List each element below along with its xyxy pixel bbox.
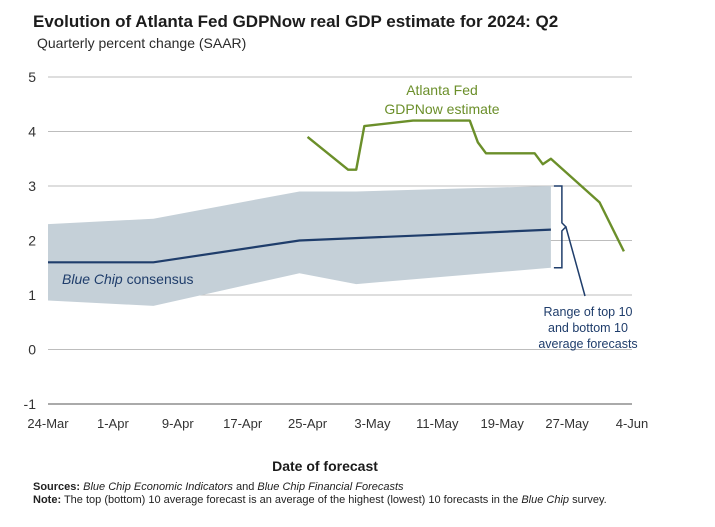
sources-and: and — [232, 481, 258, 493]
bracket-shape — [553, 185, 567, 269]
x-tick-label: 25-Apr — [288, 416, 328, 431]
range-bracket — [553, 185, 586, 297]
x-tick-label: 19-May — [481, 416, 525, 431]
sources-part2: Blue Chip Financial Forecasts — [257, 481, 404, 493]
range-label-line: and bottom 10 — [548, 321, 628, 335]
x-tick-label: 27-May — [545, 416, 589, 431]
consensus-line — [48, 228, 551, 264]
x-tick-label: 24-Mar — [27, 416, 69, 431]
footnotes: Sources: Blue Chip Economic Indicators a… — [33, 481, 673, 507]
sources-part1: Blue Chip Economic Indicators — [83, 481, 233, 493]
gdpnow-line — [306, 119, 625, 252]
sources-line: Sources: Blue Chip Economic Indicators a… — [33, 481, 673, 494]
bracket-pointer — [565, 226, 586, 297]
gdpnow-label-line: GDPNow estimate — [384, 101, 499, 117]
x-tick-label: 4-Jun — [616, 416, 649, 431]
note-text-2: survey. — [569, 494, 607, 506]
y-tick-label: 0 — [28, 342, 36, 358]
note-text-1: The top (bottom) 10 average forecast is … — [61, 494, 522, 506]
y-tick-label: 2 — [28, 233, 36, 249]
axis-ticks: -1 0 1 2 3 4 5 24-Mar 1-Apr 9-Apr 17-Apr 25-Apr 3-Ma… — [24, 69, 649, 431]
x-tick-label: 1-Apr — [97, 416, 129, 431]
x-tick-label: 9-Apr — [162, 416, 194, 431]
consensus-label-rest: consensus — [123, 271, 194, 287]
y-tick-label: -1 — [24, 396, 37, 412]
forecast-range-band — [48, 186, 551, 306]
x-tick-label: 17-Apr — [223, 416, 263, 431]
series-lines — [48, 119, 625, 264]
x-tick-label: 3-May — [354, 416, 391, 431]
consensus-label-italic: Blue Chip — [62, 271, 123, 287]
chart-subtitle: Quarterly percent change (SAAR) — [37, 35, 247, 51]
gdpnow-label-line: Atlanta Fed — [406, 82, 478, 98]
y-tick-label: 1 — [28, 287, 36, 303]
y-tick-label: 5 — [28, 69, 36, 85]
x-tick-label: 11-May — [416, 416, 459, 431]
note-italic: Blue Chip — [521, 494, 570, 506]
annotations: Atlanta Fed GDPNow estimate Blue Chip cons… — [62, 82, 638, 351]
consensus-label: Blue Chip consensus — [62, 271, 194, 287]
y-tick-label: 3 — [28, 178, 36, 194]
chart-title: Evolution of Atlanta Fed GDPNow real GDP… — [33, 12, 559, 31]
range-label-line: average forecasts — [538, 337, 637, 351]
note-line: Note: The top (bottom) 10 average foreca… — [33, 494, 673, 507]
note-label: Note: — [33, 494, 62, 506]
x-axis-label: Date of forecast — [272, 458, 378, 474]
y-tick-label: 4 — [28, 124, 36, 140]
range-area — [48, 186, 551, 306]
sources-label: Sources: — [33, 481, 81, 493]
range-label-line: Range of top 10 — [544, 305, 633, 319]
